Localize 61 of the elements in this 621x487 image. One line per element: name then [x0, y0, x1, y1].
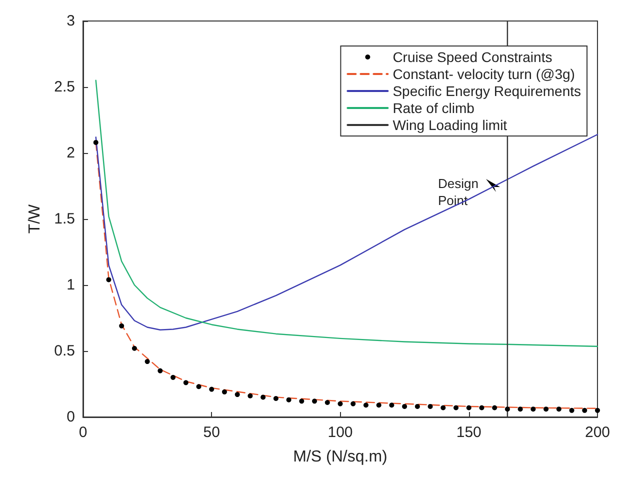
point	[530, 406, 536, 412]
y-tick-label: 2	[66, 144, 75, 162]
point	[492, 405, 498, 410]
x-tick-label: 200	[584, 424, 610, 441]
point	[440, 405, 446, 410]
legend-label: Cruise Speed Constraints	[392, 49, 552, 65]
point	[504, 406, 510, 412]
point	[196, 384, 202, 390]
y-axis-title: T/W	[26, 203, 44, 234]
x-tick-label: 0	[78, 424, 88, 441]
point	[286, 397, 292, 402]
point	[594, 408, 600, 413]
point	[144, 359, 150, 364]
x-tick-label: 150	[456, 424, 482, 441]
x-axis-title: M/S (N/sq.m)	[293, 448, 388, 466]
point	[170, 374, 176, 380]
point	[312, 398, 318, 404]
legend-label: Rate of climb	[392, 100, 475, 116]
point	[544, 406, 549, 412]
x-tick-label: 100	[328, 424, 353, 441]
y-tick-label: 2.5	[54, 78, 75, 96]
y-tick-label: 1.5	[54, 210, 75, 228]
point	[582, 408, 588, 413]
point	[454, 405, 459, 410]
point	[209, 386, 214, 392]
point	[119, 323, 124, 328]
point	[324, 400, 330, 405]
x-tick-label: 50	[203, 424, 220, 441]
point	[158, 368, 163, 374]
y-tick-label: 0	[66, 408, 75, 426]
point	[132, 346, 137, 351]
point	[183, 380, 188, 386]
point	[479, 405, 484, 410]
point	[414, 404, 420, 409]
point	[556, 406, 562, 412]
point	[389, 402, 394, 408]
point	[466, 405, 472, 410]
point	[106, 277, 112, 282]
point	[518, 406, 523, 412]
point	[234, 392, 240, 398]
line-series	[95, 134, 598, 330]
point	[350, 401, 356, 406]
point	[363, 402, 368, 408]
point	[248, 393, 253, 398]
point	[428, 404, 433, 409]
point	[338, 401, 343, 406]
y-tick-label: 0.5	[54, 342, 75, 360]
legend-label: Specific Energy Requirements	[392, 83, 582, 99]
point	[299, 398, 304, 404]
point	[273, 396, 278, 402]
point	[402, 404, 408, 409]
point	[222, 389, 227, 394]
point	[569, 408, 574, 413]
point	[260, 394, 266, 400]
y-tick-label: 3	[66, 12, 75, 30]
y-tick-label: 1	[66, 276, 75, 294]
legend-label: Constant- velocity turn (@3g)	[392, 66, 575, 82]
annotation: Design Point	[438, 176, 478, 208]
point	[93, 140, 98, 145]
point	[376, 402, 382, 408]
legend-label: Wing Loading limit	[392, 117, 508, 133]
